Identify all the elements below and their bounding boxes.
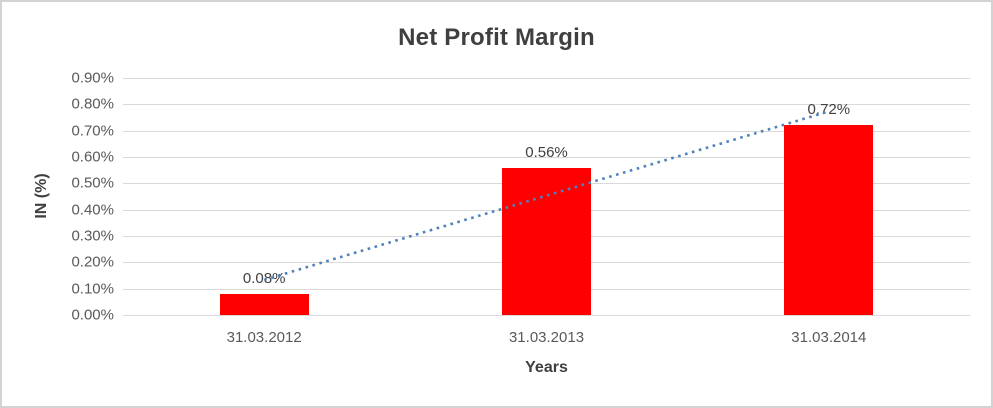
gridline — [123, 104, 970, 106]
y-tick-label: 0.70% — [71, 122, 114, 140]
bar — [502, 167, 591, 315]
bar-value-label: 0.56% — [525, 143, 568, 161]
y-tick-label: 0.00% — [71, 306, 114, 324]
bar — [219, 293, 309, 315]
bar-value-label: 0.08% — [242, 269, 286, 287]
y-tick-label: 0.50% — [71, 174, 114, 192]
x-tick-label: 31.03.2014 — [791, 329, 867, 346]
y-tick-label: 0.20% — [71, 253, 114, 271]
y-tick-label: 0.30% — [71, 227, 114, 245]
y-tick-label: 0.60% — [71, 148, 114, 166]
x-tick-label: 31.03.2013 — [508, 329, 585, 346]
x-axis-title: Years — [525, 359, 568, 376]
chart-title: Net Profit Margin — [398, 24, 595, 51]
y-tick-label: 0.80% — [71, 95, 114, 113]
x-tick-label: 31.03.2012 — [226, 329, 302, 346]
y-tick-label: 0.10% — [71, 280, 114, 298]
gridline — [123, 78, 970, 79]
y-tick-label: 0.40% — [71, 201, 114, 219]
bar — [784, 125, 874, 315]
gridline — [123, 315, 970, 316]
bar-value-label: 0.72% — [807, 101, 851, 119]
y-tick-label: 0.90% — [71, 69, 114, 87]
